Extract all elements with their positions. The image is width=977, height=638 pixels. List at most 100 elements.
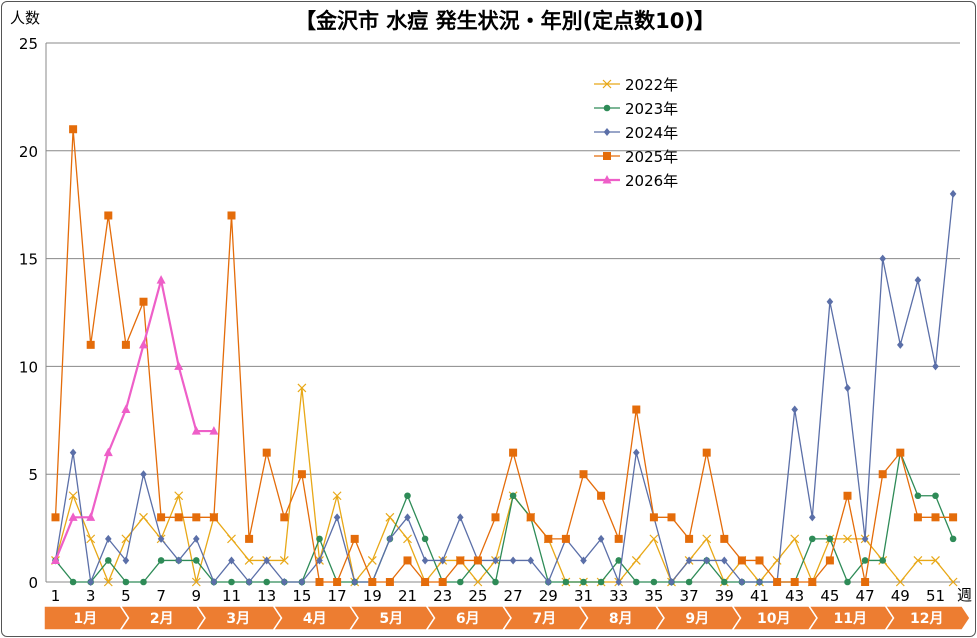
y-tick-20: 20 (19, 143, 38, 161)
point-s4-w44 (808, 578, 817, 586)
point-s4-w43 (790, 578, 799, 586)
series-line-2 (54, 450, 954, 584)
point-s1-w3 (86, 534, 96, 544)
legend-marker-4 (603, 152, 611, 160)
point-s1-w35 (649, 534, 659, 544)
point-s5-w2 (68, 512, 78, 521)
point-s2-w7 (157, 557, 165, 564)
point-s3-w40 (738, 578, 746, 586)
point-s4-w2 (69, 125, 78, 134)
x-tick-19: 19 (363, 587, 382, 605)
point-s2-w44 (809, 535, 816, 543)
month-label-12: 12月 (910, 611, 943, 627)
point-s4-w29 (544, 534, 553, 543)
point-s4-w42 (773, 578, 782, 586)
month-label-8: 8月 (609, 611, 633, 627)
x-tick-35: 35 (644, 587, 663, 605)
point-s1-w52 (948, 577, 958, 587)
point-s3-w18 (351, 578, 358, 586)
point-s2-w13 (263, 578, 271, 586)
point-s3-w33 (615, 578, 622, 586)
point-s3-w20 (386, 534, 394, 543)
point-s3-w7 (157, 534, 165, 543)
point-s4-w47 (861, 578, 870, 586)
point-s4-w19 (368, 578, 377, 586)
point-s3-w39 (721, 556, 728, 565)
y-tick-0: 0 (28, 574, 38, 592)
point-s1-w43 (790, 534, 800, 544)
point-s3-w49 (897, 340, 904, 349)
point-s4-w36 (667, 513, 676, 522)
x-tick-43: 43 (785, 587, 804, 605)
month-label-9: 9月 (685, 611, 709, 627)
point-s4-w10 (209, 513, 218, 522)
point-s1-w14 (279, 556, 289, 565)
point-s3-w4 (105, 534, 112, 543)
x-tick-21: 21 (398, 587, 417, 605)
point-s4-w11 (227, 211, 236, 220)
point-s1-w38 (702, 534, 712, 544)
point-s1-w9 (191, 577, 201, 587)
point-s3-w32 (597, 534, 605, 543)
x-tick-labels: 1 3 5 7 9 11 13 15 17 19 21 23 25 27 29 31 33 35 37 39 41 43 4… (51, 587, 945, 605)
point-s4-w31 (579, 470, 588, 479)
point-s3-w26 (492, 556, 499, 565)
x-tick-29: 29 (539, 587, 558, 605)
point-s3-w51 (932, 362, 939, 371)
point-s4-w35 (649, 513, 658, 522)
point-s3-w6 (140, 470, 147, 479)
point-s3-w5 (122, 556, 130, 565)
x-tick-25: 25 (468, 587, 487, 605)
series-2025年 (51, 125, 958, 586)
point-s2-w4 (105, 557, 112, 564)
point-s2-w11 (228, 578, 235, 586)
point-s3-w15 (298, 578, 306, 586)
x-tick-47: 47 (856, 587, 875, 605)
point-s2-w6 (140, 578, 147, 586)
point-s4-w48 (878, 470, 887, 479)
point-s4-w30 (561, 534, 570, 543)
x-tick-23: 23 (433, 587, 452, 605)
point-s3-w28 (527, 556, 534, 565)
x-tick-11: 11 (222, 587, 241, 605)
y-tick-15: 15 (19, 251, 38, 269)
point-s2-w39 (721, 578, 728, 586)
legend-marker-2 (603, 104, 611, 112)
point-s5-w7 (156, 275, 166, 284)
point-s4-w3 (86, 340, 95, 349)
point-s4-w13 (262, 448, 271, 457)
month-ribbon: 1月 2月 3月 4月 5月 6月 7月 8月 9月 10月 11月 12月 (43, 605, 971, 631)
point-s5-w3 (86, 512, 96, 521)
point-s3-w9 (193, 534, 200, 543)
point-s1-w51 (931, 556, 940, 565)
point-s4-w14 (280, 513, 289, 522)
point-s4-w46 (843, 491, 852, 500)
point-s4-w41 (755, 556, 764, 565)
point-s5-w9 (191, 426, 201, 435)
month-label-3: 3月 (226, 611, 250, 627)
point-s1-w19 (367, 556, 377, 565)
point-s3-w29 (545, 578, 552, 586)
point-s3-w44 (809, 513, 816, 522)
point-s2-w47 (861, 557, 869, 564)
point-s4-w18 (350, 534, 359, 543)
point-s4-w45 (825, 556, 834, 565)
x-tick-1: 1 (51, 587, 61, 605)
point-s3-w52 (949, 189, 957, 198)
point-s4-w39 (720, 534, 729, 543)
point-s4-w23 (438, 578, 447, 586)
x-tick-45: 45 (820, 587, 839, 605)
point-s2-w48 (879, 557, 886, 564)
point-s4-w49 (896, 448, 905, 457)
point-s2-w31 (580, 578, 587, 586)
point-s3-w41 (756, 578, 763, 586)
point-s5-w6 (139, 339, 148, 349)
y-tick-5: 5 (28, 466, 38, 484)
point-s4-w27 (509, 448, 518, 457)
point-s1-w12 (244, 556, 254, 565)
point-s4-w40 (737, 556, 746, 565)
point-s4-w7 (157, 513, 166, 522)
point-s3-w12 (245, 578, 253, 586)
month-label-4: 4月 (303, 611, 327, 627)
point-s3-w11 (228, 556, 235, 565)
